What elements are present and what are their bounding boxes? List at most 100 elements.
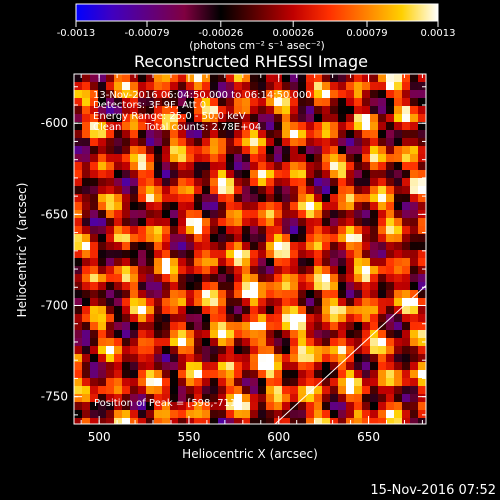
- heatmap-cell: [266, 402, 275, 411]
- heatmap-cell: [90, 170, 99, 179]
- heatmap-cell: [250, 74, 259, 83]
- heatmap-cell: [82, 314, 91, 323]
- heatmap-cell: [386, 90, 395, 99]
- heatmap-cell: [410, 218, 419, 227]
- heatmap-cell: [282, 290, 291, 299]
- heatmap-cell: [170, 74, 179, 83]
- heatmap-cell: [330, 186, 339, 195]
- heatmap-cell: [234, 314, 243, 323]
- heatmap-cell: [154, 146, 163, 155]
- heatmap-cell: [266, 154, 275, 163]
- heatmap-cell: [178, 394, 187, 403]
- heatmap-cell: [178, 122, 187, 131]
- heatmap-cell: [146, 90, 155, 99]
- heatmap-cell: [394, 282, 403, 291]
- heatmap-cell: [346, 298, 355, 307]
- heatmap-cell: [330, 90, 339, 99]
- heatmap-cell: [314, 346, 323, 355]
- heatmap-cell: [242, 346, 251, 355]
- heatmap-cell: [298, 370, 307, 379]
- heatmap-cell: [322, 114, 331, 123]
- heatmap-cell: [402, 402, 411, 411]
- heatmap-cell: [202, 98, 211, 107]
- heatmap-cell: [378, 74, 387, 83]
- heatmap-cell: [130, 274, 139, 283]
- heatmap-cell: [170, 114, 179, 123]
- heatmap-cell: [306, 410, 315, 419]
- heatmap-cell: [114, 114, 123, 123]
- heatmap-cell: [362, 290, 371, 299]
- heatmap-cell: [266, 354, 275, 363]
- heatmap-cell: [322, 346, 331, 355]
- heatmap-cell: [354, 122, 363, 131]
- heatmap-cell: [330, 194, 339, 203]
- heatmap-cell: [322, 418, 331, 424]
- heatmap-cell: [378, 90, 387, 99]
- y-tick-label: -650: [41, 207, 68, 221]
- heatmap-cell: [330, 74, 339, 83]
- heatmap-cell: [378, 82, 387, 91]
- heatmap-cell: [330, 314, 339, 323]
- heatmap-cell: [266, 346, 275, 355]
- heatmap-cell: [194, 194, 203, 203]
- heatmap-cell: [274, 138, 283, 147]
- heatmap-cell: [90, 162, 99, 171]
- heatmap-cell: [258, 106, 267, 115]
- heatmap-cell: [290, 362, 299, 371]
- heatmap-cell: [330, 122, 339, 131]
- heatmap-cell: [98, 170, 107, 179]
- heatmap-cell: [234, 266, 243, 275]
- heatmap-cell: [386, 114, 395, 123]
- heatmap-cell: [258, 314, 267, 323]
- heatmap-cell: [202, 138, 211, 147]
- heatmap-cell: [258, 322, 267, 331]
- heatmap-cell: [162, 90, 171, 99]
- heatmap-cell: [282, 178, 291, 187]
- heatmap-cell: [82, 306, 91, 315]
- heatmap-cell: [306, 242, 315, 251]
- heatmap-cell: [394, 186, 403, 195]
- heatmap-cell: [282, 186, 291, 195]
- heatmap-cell: [186, 322, 195, 331]
- heatmap-cell: [386, 418, 395, 424]
- heatmap-cell: [74, 338, 83, 347]
- heatmap-cell: [178, 226, 187, 235]
- heatmap-cell: [418, 266, 426, 275]
- heatmap-cell: [114, 82, 123, 91]
- heatmap-cell: [314, 298, 323, 307]
- heatmap-cell: [274, 170, 283, 179]
- heatmap-cell: [90, 354, 99, 363]
- heatmap-cell: [170, 410, 179, 419]
- heatmap-cell: [178, 98, 187, 107]
- heatmap-cell: [306, 130, 315, 139]
- heatmap-cell: [218, 90, 227, 99]
- heatmap-cell: [74, 146, 83, 155]
- heatmap-cell: [394, 114, 403, 123]
- heatmap-cell: [322, 98, 331, 107]
- heatmap-cell: [74, 402, 83, 411]
- heatmap-cell: [386, 178, 395, 187]
- heatmap-cell: [242, 242, 251, 251]
- heatmap-cell: [402, 122, 411, 131]
- heatmap-cell: [114, 314, 123, 323]
- heatmap-cell: [146, 154, 155, 163]
- heatmap-cell: [402, 90, 411, 99]
- heatmap-cell: [210, 282, 219, 291]
- heatmap-cell: [258, 146, 267, 155]
- heatmap-cell: [98, 362, 107, 371]
- heatmap-cell: [234, 258, 243, 267]
- heatmap-cell: [410, 314, 419, 323]
- heatmap-cell: [130, 338, 139, 347]
- heatmap-cell: [282, 130, 291, 139]
- heatmap-cell: [346, 218, 355, 227]
- heatmap-cell: [218, 226, 227, 235]
- heatmap-cell: [258, 162, 267, 171]
- heatmap-cell: [186, 114, 195, 123]
- heatmap-cell: [130, 290, 139, 299]
- heatmap-cell: [370, 354, 379, 363]
- heatmap-cell: [266, 106, 275, 115]
- colorbar-gradient: [75, 3, 439, 22]
- heatmap-cell: [210, 202, 219, 211]
- heatmap-cell: [90, 90, 99, 99]
- heatmap-cell: [378, 394, 387, 403]
